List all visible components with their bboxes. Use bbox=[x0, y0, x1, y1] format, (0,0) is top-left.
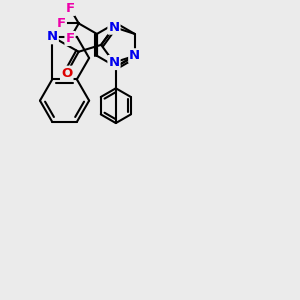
Text: N: N bbox=[108, 21, 119, 34]
Text: F: F bbox=[65, 2, 75, 15]
Text: N: N bbox=[108, 56, 119, 69]
Text: N: N bbox=[47, 30, 58, 43]
Text: O: O bbox=[61, 67, 72, 80]
Text: F: F bbox=[65, 32, 75, 45]
Text: F: F bbox=[57, 17, 66, 30]
Text: O: O bbox=[61, 67, 72, 80]
Text: N: N bbox=[129, 49, 140, 62]
